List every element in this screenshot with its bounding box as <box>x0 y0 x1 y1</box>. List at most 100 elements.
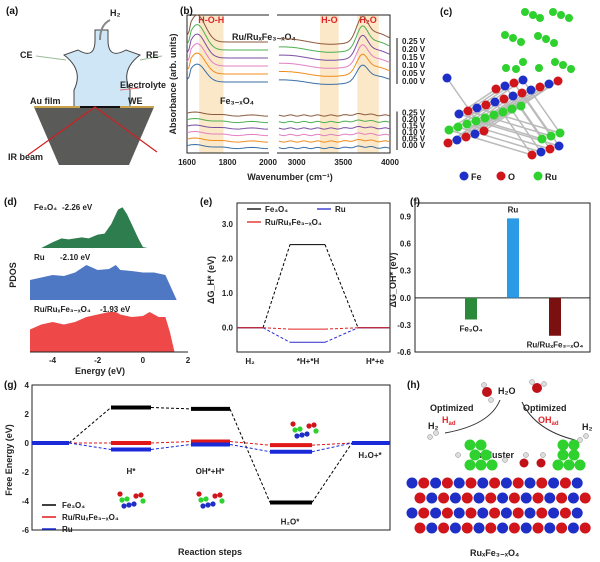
mechanism-scheme: H₂O H₂ H₂ Optimized Had Optimized OHad R… <box>406 379 593 558</box>
ru-cluster-atom <box>464 459 476 471</box>
spectrum-line <box>278 113 391 117</box>
surface-atom <box>512 477 524 489</box>
lattice-atom <box>490 97 500 107</box>
lattice-atom <box>537 134 547 144</box>
ru-cluster-atom <box>475 459 487 471</box>
hydrogen-atom <box>540 452 546 458</box>
step-label: H₂O+* <box>358 451 382 460</box>
legend-label: Fe <box>471 172 482 182</box>
lattice-atom <box>491 84 501 94</box>
surface-atom <box>524 507 536 519</box>
bar-label: Fe₃O₄ <box>459 324 482 333</box>
spectrum-line <box>186 52 268 75</box>
ru-atom <box>550 39 558 47</box>
model-atom <box>219 498 225 504</box>
lattice-atom <box>442 73 452 83</box>
model-atom <box>313 428 319 434</box>
surface-atom <box>559 477 571 489</box>
y-axis-label: Free Energy (eV) <box>4 424 14 496</box>
model-atom <box>292 427 298 433</box>
ru-atom <box>551 58 559 66</box>
pdos-area <box>30 312 188 352</box>
lattice-atom <box>544 79 554 89</box>
model-atom <box>140 498 146 504</box>
ru-cluster-atom <box>557 449 569 461</box>
surface-atom <box>485 492 497 504</box>
x-tick-label: 3500 <box>334 158 352 167</box>
surface-atom <box>520 522 532 534</box>
surface-atom <box>497 492 509 504</box>
surface-atom <box>571 507 583 519</box>
legend-label: Ru <box>62 525 73 534</box>
panel-label-c: (c) <box>440 7 452 18</box>
surface-atom <box>548 477 560 489</box>
band-label: H-O <box>321 15 338 25</box>
spectrum-line <box>278 126 391 130</box>
model-atom <box>306 423 312 429</box>
model-atom <box>138 492 144 498</box>
bond <box>466 123 551 150</box>
lattice-atom <box>555 128 565 138</box>
hydrogen-atom <box>583 433 589 439</box>
ru-atom <box>517 38 525 46</box>
x-axis-label: Reaction steps <box>178 547 242 557</box>
had-label: Had <box>442 415 456 427</box>
model-atom <box>311 422 317 428</box>
spectrum-line <box>186 14 268 43</box>
lattice-atom <box>536 147 546 157</box>
ru-cluster-atom <box>574 459 586 471</box>
legend-marker <box>496 171 506 181</box>
step-label: OH*+H* <box>196 467 226 476</box>
y-tick-label: -6 <box>22 526 30 535</box>
y-axis-label: PDOS <box>8 262 18 288</box>
surface-atom <box>544 492 556 504</box>
lattice-atom <box>461 132 471 142</box>
y-axis-label: ΔG_H* (eV) <box>206 256 216 304</box>
ru-atom <box>565 14 573 22</box>
ru-atom <box>512 65 520 73</box>
panel-label-a: (a) <box>6 6 18 17</box>
y-tick-label: 0.6 <box>400 240 412 249</box>
ce-lead <box>35 55 67 61</box>
plot-frame <box>186 14 391 154</box>
x-tick-label: 1600 <box>178 158 196 167</box>
potential-label: 0.20 V <box>402 115 426 124</box>
plot-frame <box>236 202 391 353</box>
y-tick-label: 0 <box>25 439 30 448</box>
ru-atom <box>567 65 575 73</box>
hydrogen-atom <box>502 457 508 463</box>
electrolyte-label: Electrolyte <box>120 80 166 90</box>
lattice-atom <box>553 76 563 86</box>
plot-frame <box>31 384 391 531</box>
ru-cluster-atom <box>563 459 575 471</box>
model-atom <box>203 496 209 502</box>
band-label: H₂O <box>359 15 377 25</box>
arrow-h2-release <box>444 399 501 434</box>
surface-atom <box>532 492 544 504</box>
surface-atom <box>485 522 497 534</box>
connector-line <box>311 442 353 503</box>
panel-label-h: (h) <box>407 380 420 391</box>
bar-label: Ru/RuₓFe₃₋ₓO₄ <box>527 341 584 350</box>
hydrogen-atom <box>523 452 529 458</box>
ru-cluster-atom <box>486 459 498 471</box>
x-category-label: H₂ <box>245 357 255 366</box>
surface-atom <box>571 477 583 489</box>
model-atom <box>299 432 305 438</box>
surface-atom <box>559 507 571 519</box>
panel-label-e: (e) <box>200 197 212 208</box>
ir-beam-path <box>27 106 158 156</box>
potential-label: 0.10 V <box>402 61 426 70</box>
delta-g-h-chart: 0.0 1.0 2.0 3.0 ΔG_H* (eV) H₂ *H+*H H*+e Fe₃O₄ Ru… <box>206 202 391 366</box>
we-label: WE <box>128 96 143 106</box>
spectrum-line <box>186 124 268 130</box>
bar <box>465 297 477 320</box>
lattice-atom <box>507 104 517 114</box>
x-tick-label: -4 <box>49 356 57 365</box>
lattice-atom <box>444 125 454 135</box>
spectrum-line <box>186 42 268 67</box>
water-oxygen-atom <box>532 383 542 393</box>
prism <box>34 107 154 165</box>
legend-label: Fe₃O₄ <box>62 501 85 510</box>
lattice-atom <box>535 82 545 92</box>
